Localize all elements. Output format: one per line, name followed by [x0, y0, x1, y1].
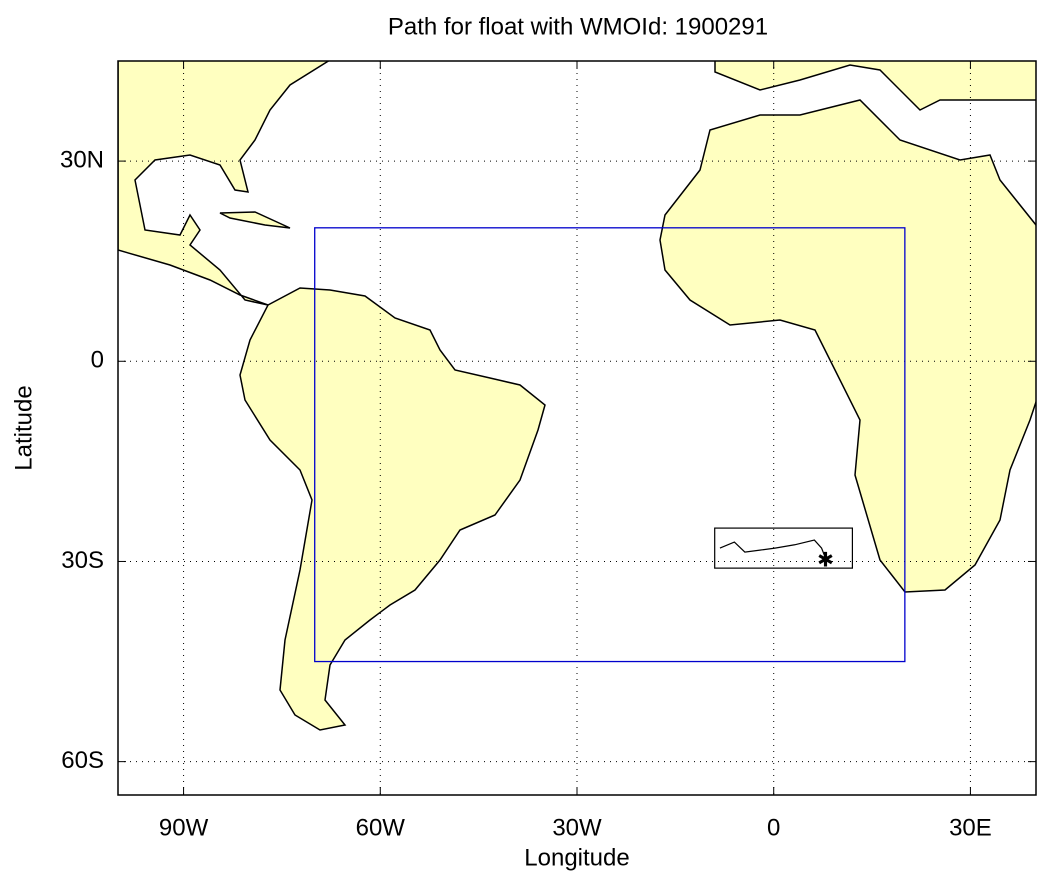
y-tick-label: 30S	[61, 547, 104, 574]
region-box	[314, 227, 906, 663]
cuba	[219, 211, 291, 229]
float-path	[719, 539, 827, 559]
inset-box	[714, 527, 854, 569]
africa	[659, 99, 1036, 593]
y-tick-label: 30N	[60, 146, 104, 173]
plot-frame	[117, 60, 1037, 796]
y-tick-label: 0	[91, 347, 104, 374]
x-axis-label: Longitude	[524, 844, 629, 871]
y-axis-label: Latitude	[10, 385, 37, 470]
x-tick-label: 30W	[552, 814, 602, 841]
float-end-marker: ✱	[817, 549, 834, 571]
land	[118, 61, 1036, 731]
chart-title: Path for float with WMOId: 1900291	[388, 13, 768, 40]
x-tick-label: 30E	[949, 814, 992, 841]
x-tick-label: 0	[767, 814, 780, 841]
south-america	[239, 287, 546, 731]
x-tick-label: 90W	[159, 814, 209, 841]
x-tick-label: 60W	[356, 814, 406, 841]
europe	[714, 61, 1036, 111]
y-tick-label: 60S	[61, 747, 104, 774]
north-america	[118, 61, 330, 306]
